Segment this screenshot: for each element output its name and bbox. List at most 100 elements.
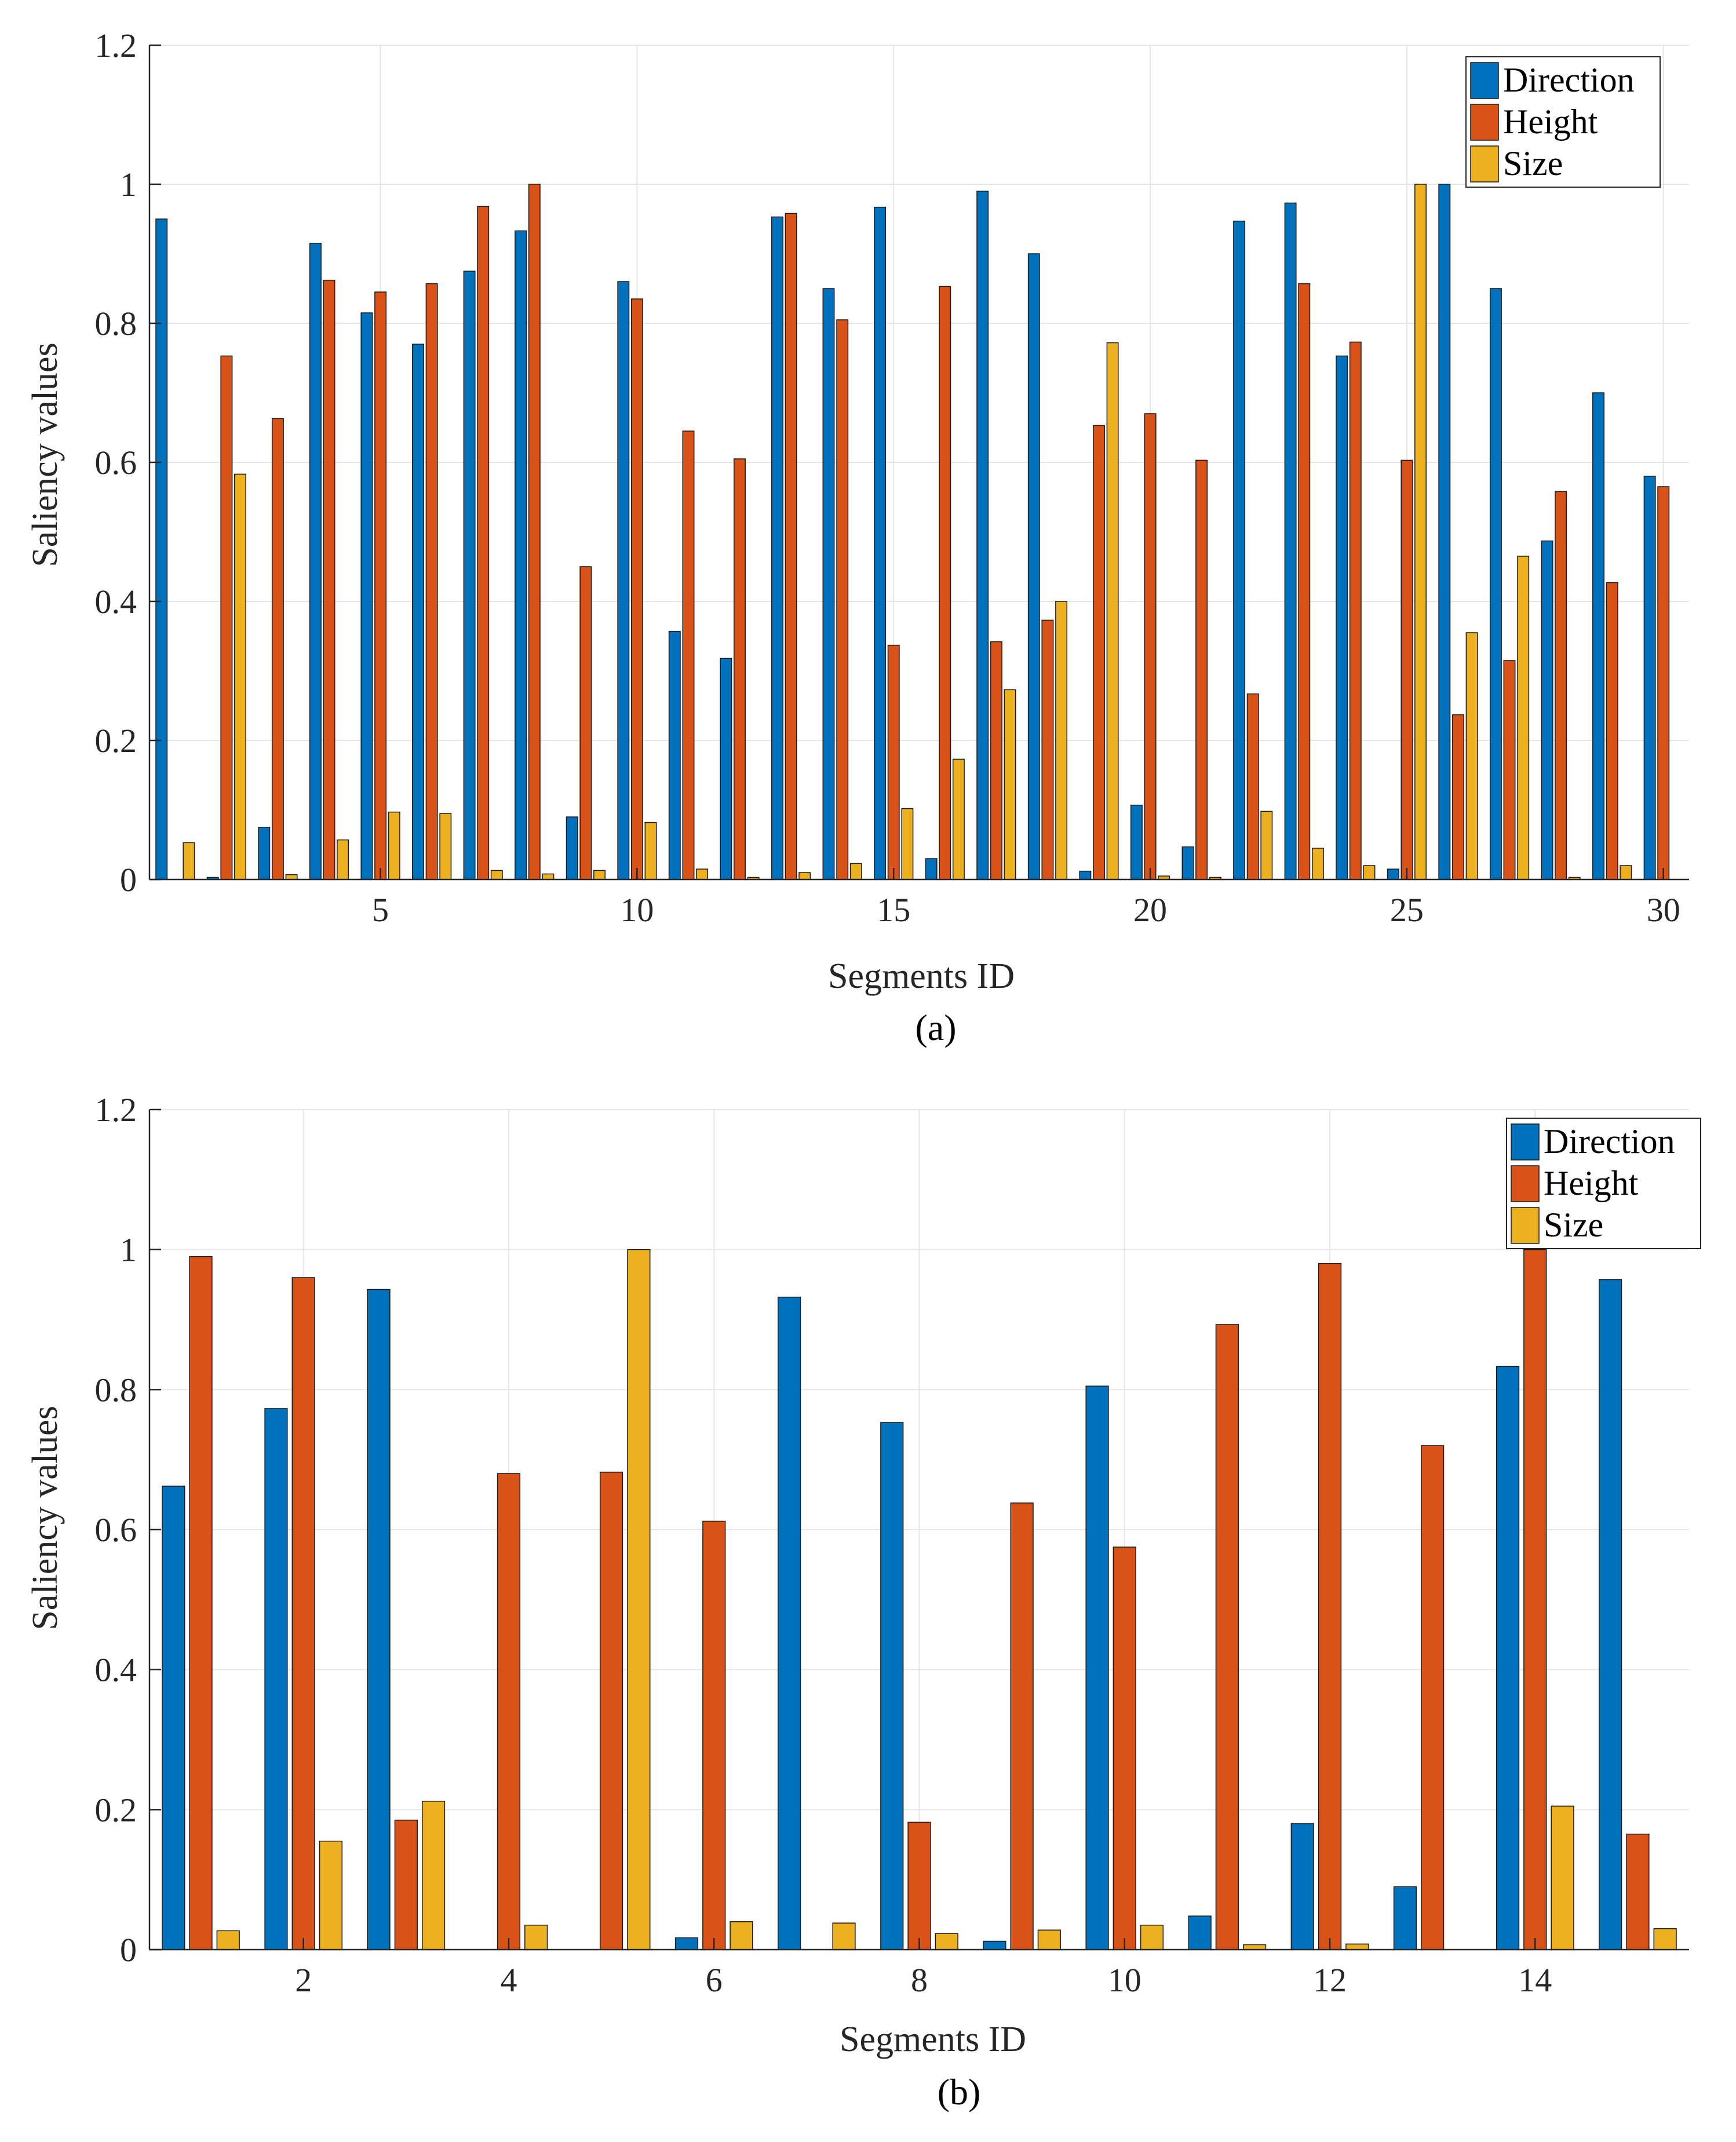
bar-height bbox=[887, 644, 900, 880]
y-tick-label: 1.2 bbox=[95, 27, 137, 64]
bar-height bbox=[1113, 1546, 1136, 1950]
bar-direction bbox=[1541, 540, 1553, 880]
y-tick-label: 0 bbox=[120, 1931, 137, 1969]
bar-height bbox=[1503, 660, 1516, 880]
legend-swatch bbox=[1511, 1207, 1540, 1244]
bar-size bbox=[421, 1801, 446, 1950]
x-tick-label: 5 bbox=[372, 891, 389, 929]
x-tick-label: 2 bbox=[295, 1961, 312, 1999]
bar-height bbox=[1401, 459, 1413, 880]
bar-direction bbox=[1188, 1915, 1212, 1950]
bar-height bbox=[1195, 459, 1208, 880]
bar-size bbox=[1363, 865, 1376, 880]
bar-height bbox=[497, 1473, 521, 1950]
chart-a: 0 0.2 0.4 0.6 0.8 1 1.2 5 10 15 20 25 30 Saliency va… bbox=[25, 27, 1689, 1048]
bar-direction bbox=[674, 1937, 699, 1950]
bar-size bbox=[337, 839, 349, 880]
bar-height bbox=[630, 298, 643, 880]
bar-size bbox=[832, 1922, 856, 1950]
bar-size bbox=[234, 473, 246, 880]
x-tick-label: 10 bbox=[1108, 1961, 1141, 1999]
bar-size bbox=[798, 872, 811, 880]
x-tick-label: 6 bbox=[706, 1961, 723, 1999]
caption: (a) bbox=[915, 1007, 956, 1048]
bar-size bbox=[1517, 556, 1530, 880]
bar-height bbox=[271, 418, 284, 880]
bar-height bbox=[1421, 1445, 1445, 1950]
legend-label: Direction bbox=[1503, 61, 1635, 99]
bar-size bbox=[1311, 848, 1324, 880]
x-tick-label: 10 bbox=[620, 891, 654, 929]
bar-height bbox=[1555, 491, 1567, 880]
legend-label: Height bbox=[1503, 103, 1598, 141]
bar-size bbox=[524, 1924, 548, 1950]
bar-height bbox=[785, 213, 797, 880]
bar-size bbox=[935, 1933, 958, 1950]
x-tick-label: 4 bbox=[500, 1961, 517, 1999]
bar-height bbox=[374, 291, 387, 880]
x-tick-label: 20 bbox=[1133, 891, 1167, 929]
bar-direction bbox=[720, 658, 732, 880]
bar-height bbox=[836, 319, 849, 880]
bar-size bbox=[901, 808, 914, 880]
bar-direction bbox=[976, 191, 989, 880]
bar-direction bbox=[880, 1422, 904, 1950]
y-tick-label: 1 bbox=[120, 166, 137, 203]
bar-direction bbox=[771, 216, 783, 880]
bar-direction bbox=[822, 288, 835, 880]
bar-direction bbox=[778, 1297, 801, 1950]
bar-height bbox=[682, 430, 695, 880]
bar-direction bbox=[1284, 202, 1297, 880]
bar-direction bbox=[258, 827, 271, 880]
bar-direction bbox=[360, 312, 373, 880]
bar-direction bbox=[155, 218, 168, 880]
bar-height bbox=[1523, 1249, 1547, 1950]
bar-size bbox=[1037, 1929, 1061, 1950]
bar-direction bbox=[1233, 220, 1246, 880]
legend-swatch bbox=[1511, 1165, 1540, 1202]
bar-height bbox=[1318, 1263, 1342, 1950]
bar-direction bbox=[1592, 392, 1604, 880]
bar-size bbox=[216, 1930, 240, 1950]
bar-height bbox=[189, 1256, 213, 1950]
bar-size bbox=[1620, 865, 1632, 880]
bar-direction bbox=[412, 344, 424, 880]
bar-direction bbox=[1599, 1279, 1622, 1950]
bar-size bbox=[593, 870, 606, 880]
y-tick-label: 0 bbox=[120, 861, 137, 899]
bar-size bbox=[696, 869, 709, 880]
bar-size bbox=[1260, 811, 1273, 880]
bar-size bbox=[952, 758, 965, 880]
bar-size bbox=[1004, 689, 1016, 880]
y-axis-title: Saliency values bbox=[25, 342, 65, 567]
y-tick-label: 0.6 bbox=[95, 1511, 137, 1549]
y-tick-label: 1.2 bbox=[95, 1091, 137, 1129]
bar-height bbox=[477, 206, 490, 880]
y-tick-label: 0.4 bbox=[95, 583, 137, 621]
legend-swatch bbox=[1470, 104, 1499, 141]
bar-direction bbox=[1027, 253, 1040, 880]
bar-size bbox=[285, 874, 298, 880]
bar-height bbox=[291, 1277, 315, 1950]
bar-direction bbox=[668, 630, 681, 880]
bar-height bbox=[1144, 413, 1157, 880]
bar-direction bbox=[925, 858, 938, 880]
bar-height bbox=[702, 1520, 726, 1950]
y-tick-label: 0.2 bbox=[95, 722, 137, 760]
bar-direction bbox=[309, 243, 322, 880]
bar-height bbox=[1041, 619, 1054, 880]
bar-direction bbox=[874, 206, 887, 880]
bar-height bbox=[599, 1472, 623, 1950]
y-tick-label: 0.4 bbox=[95, 1651, 137, 1689]
bar-height bbox=[1298, 283, 1311, 880]
bar-direction bbox=[463, 271, 476, 880]
x-axis-title: Segments ID bbox=[828, 957, 1015, 996]
bar-direction bbox=[264, 1408, 288, 1950]
bar-height bbox=[907, 1822, 931, 1950]
bar-size bbox=[388, 811, 400, 880]
bar-direction bbox=[1181, 846, 1194, 880]
bar-height bbox=[220, 355, 233, 880]
